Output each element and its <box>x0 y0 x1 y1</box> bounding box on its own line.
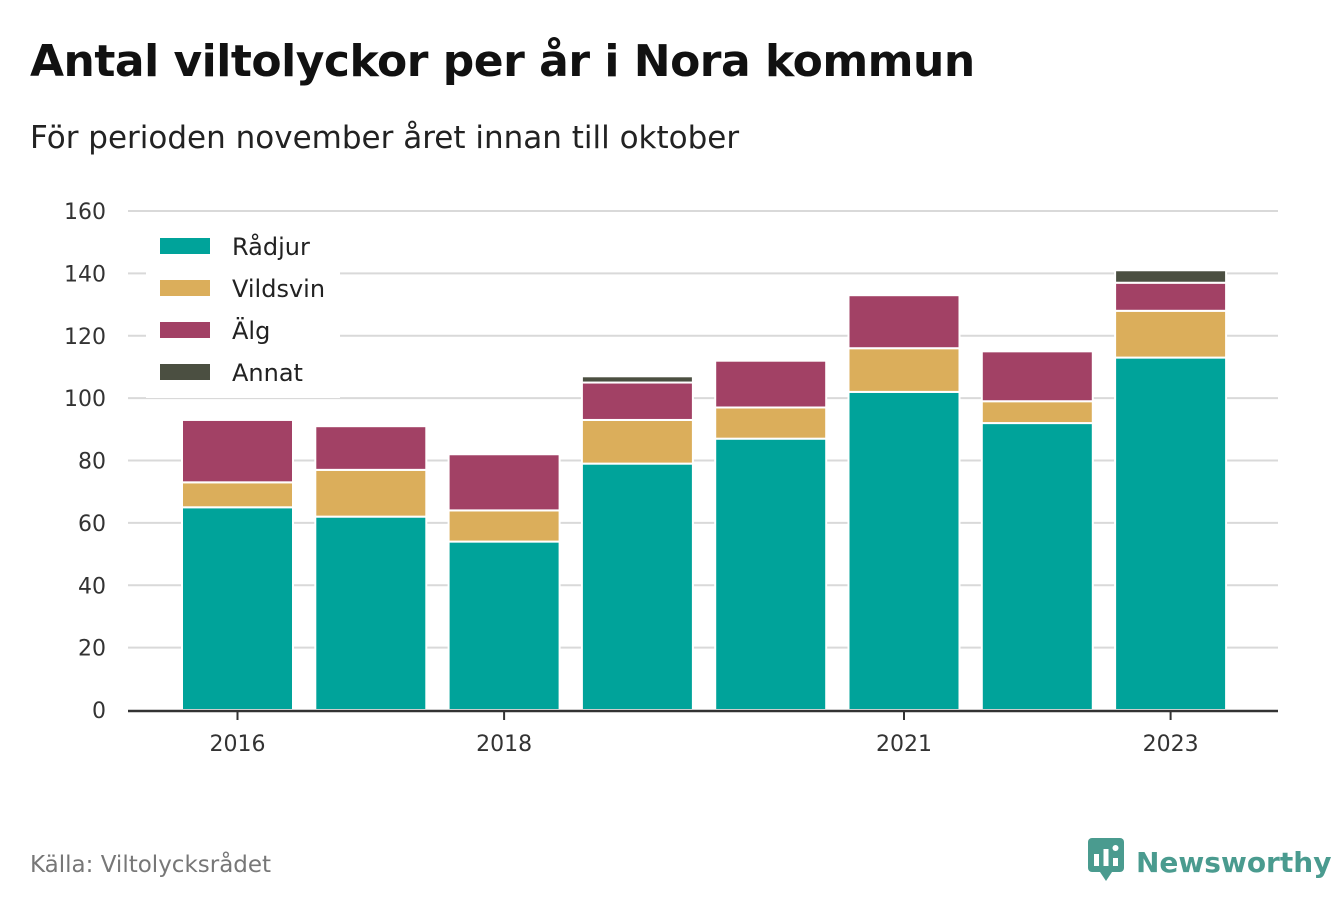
legend: Rådjur Vildsvin Älg Annat <box>146 226 340 398</box>
bar-segment <box>1114 356 1228 711</box>
bar-segment <box>1114 269 1228 284</box>
bars <box>181 269 1228 712</box>
bar-segment <box>447 540 561 712</box>
bar-segment <box>714 406 828 440</box>
bar-segment <box>1114 281 1228 312</box>
bar-segment <box>181 481 294 509</box>
legend-swatch <box>160 238 210 254</box>
bar-segment <box>314 425 428 471</box>
y-tick-label: 140 <box>64 262 106 287</box>
bar-segment <box>714 437 828 711</box>
legend-label: Rådjur <box>232 232 310 261</box>
bar-segment <box>847 294 961 350</box>
bar-segment <box>980 422 1094 711</box>
x-tick-label: 2021 <box>876 732 932 757</box>
legend-label: Annat <box>232 359 303 387</box>
bar-segment <box>181 506 294 711</box>
y-tick-label: 80 <box>78 450 106 475</box>
x-tick-label: 2023 <box>1143 732 1199 757</box>
x-tick-label: 2018 <box>476 732 532 757</box>
y-tick-label: 60 <box>78 512 106 537</box>
bar-segment <box>1114 309 1228 359</box>
y-tick-label: 100 <box>64 387 106 412</box>
brand[interactable]: Newsworthy <box>1088 838 1331 886</box>
brand-name: Newsworthy <box>1136 845 1332 879</box>
y-tick-label: 0 <box>92 699 106 724</box>
legend-swatch <box>160 280 210 296</box>
y-tick-label: 120 <box>64 325 106 350</box>
bar-segment <box>447 453 561 512</box>
bar-segment <box>714 359 828 409</box>
source-note: Källa: Viltolycksrådet <box>30 852 272 878</box>
bar-segment <box>314 468 428 518</box>
chart-subtitle: För perioden november året innan till ok… <box>30 120 740 156</box>
chart-title: Antal viltolyckor per år i Nora kommun <box>30 36 975 87</box>
y-tick-label: 160 <box>64 200 106 225</box>
bar-segment <box>181 418 294 484</box>
bar-segment <box>580 418 694 465</box>
bar-segment <box>847 390 961 711</box>
bar-segment <box>580 381 694 421</box>
legend-swatch <box>160 364 210 380</box>
bar-segment <box>580 462 694 711</box>
y-tick-label: 40 <box>78 574 106 599</box>
newsworthy-logo-icon <box>1088 838 1124 886</box>
axes: 0 20 40 60 80 100 120 140 160 2016 2018 2021 2023 <box>64 200 1278 757</box>
legend-label: Vildsvin <box>232 275 325 303</box>
bar-segment <box>314 515 428 712</box>
bar-segment <box>847 347 961 393</box>
bar-segment <box>580 375 694 384</box>
y-tick-label: 20 <box>78 637 106 662</box>
bar-segment <box>980 400 1094 425</box>
legend-label: Älg <box>232 316 270 345</box>
bar-segment <box>447 509 561 543</box>
legend-swatch <box>160 322 210 338</box>
bar-segment <box>980 350 1094 403</box>
x-tick-label: 2016 <box>210 732 266 757</box>
